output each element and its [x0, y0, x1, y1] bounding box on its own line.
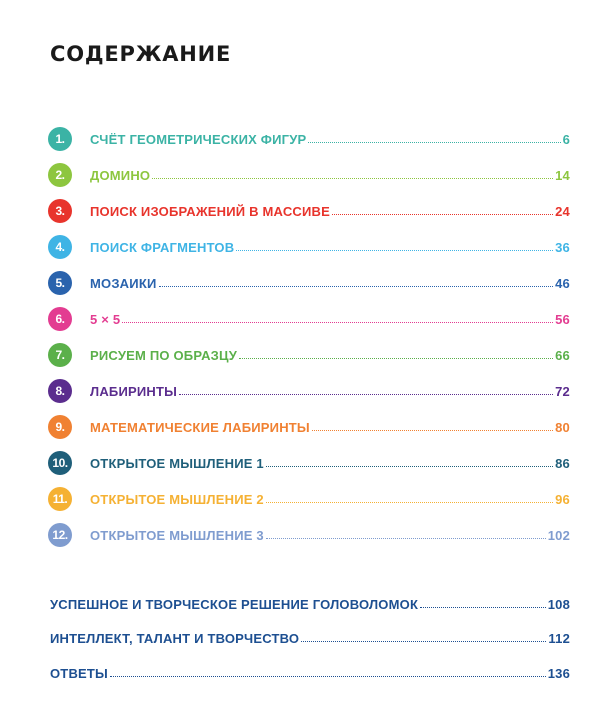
page-number: 24 [555, 203, 570, 219]
toc-entry[interactable]: 9. МАТЕМАТИЧЕСКИЕ ЛАБИРИНТЫ 80 [48, 409, 570, 445]
page-number: 72 [555, 383, 570, 399]
chapter-title: ОТКРЫТОЕ МЫШЛЕНИЕ 2 [90, 491, 264, 507]
chapter-title: ДОМИНО [90, 167, 151, 183]
page-number: 108 [547, 596, 570, 612]
page-number: 136 [547, 665, 570, 681]
chapter-number-badge: 9. [48, 415, 72, 439]
chapter-title: МОЗАИКИ [90, 275, 157, 291]
toc-entry[interactable]: УСПЕШНОЕ И ТВОРЧЕСКОЕ РЕШЕНИЕ ГОЛОВОЛОМО… [50, 587, 570, 622]
chapter-title: РИСУЕМ ПО ОБРАЗЦУ [90, 347, 237, 363]
chapter-title: ПОИСК ИЗОБРАЖЕНИЙ В МАССИВЕ [90, 203, 331, 219]
chapter-title: 5 × 5 [90, 311, 121, 327]
page-number: 96 [555, 491, 570, 507]
chapter-title: СЧЁТ ГЕОМЕТРИЧЕСКИХ ФИГУР [90, 131, 307, 147]
dot-leader [308, 141, 561, 143]
page-number: 56 [555, 311, 570, 327]
page-number: 112 [548, 631, 570, 647]
chapter-title: ЛАБИРИНТЫ [90, 383, 178, 399]
table-of-contents: 1. СЧЁТ ГЕОМЕТРИЧЕСКИХ ФИГУР 6 2. ДОМИНО 14… [48, 121, 570, 553]
chapter-title: ОТКРЫТОЕ МЫШЛЕНИЕ 3 [90, 527, 264, 543]
dot-leader [179, 393, 554, 395]
toc-entry[interactable]: 2. ДОМИНО 14 [48, 157, 570, 193]
dot-leader [332, 213, 554, 215]
dot-leader [236, 249, 554, 251]
dot-leader [239, 357, 554, 359]
toc-entry[interactable]: 3. ПОИСК ИЗОБРАЖЕНИЙ В МАССИВЕ 24 [48, 193, 570, 229]
toc-entry[interactable]: 6. 5 × 5 56 [48, 301, 570, 337]
toc-entry[interactable]: 5. МОЗАИКИ 46 [48, 265, 570, 301]
chapter-number-badge: 10. [48, 451, 72, 475]
section-title: ОТВЕТЫ [50, 665, 108, 681]
dot-leader [311, 429, 554, 431]
page-number: 14 [555, 167, 570, 183]
chapter-number-badge: 2. [48, 163, 72, 187]
section-title: ИНТЕЛЛЕКТ, ТАЛАНТ И ТВОРЧЕСТВО [50, 631, 300, 647]
toc-entry[interactable]: 8. ЛАБИРИНТЫ 72 [48, 373, 570, 409]
chapter-number-badge: 4. [48, 235, 72, 259]
toc-entry[interactable]: 7. РИСУЕМ ПО ОБРАЗЦУ 66 [48, 337, 570, 373]
toc-entry[interactable]: ИНТЕЛЛЕКТ, ТАЛАНТ И ТВОРЧЕСТВО 112 [50, 622, 570, 657]
toc-entry[interactable]: 1. СЧЁТ ГЕОМЕТРИЧЕСКИХ ФИГУР 6 [48, 121, 570, 157]
chapter-number-badge: 6. [48, 307, 72, 331]
dot-leader [265, 537, 546, 539]
toc-entry[interactable]: 10. ОТКРЫТОЕ МЫШЛЕНИЕ 1 86 [48, 445, 570, 481]
dot-leader [265, 501, 554, 503]
chapter-number-badge: 1. [48, 127, 72, 151]
toc-entry[interactable]: 12. ОТКРЫТОЕ МЫШЛЕНИЕ 3 102 [48, 517, 570, 553]
page-number: 102 [547, 527, 570, 543]
toc-entry[interactable]: ОТВЕТЫ 136 [50, 656, 570, 691]
page-number: 86 [555, 455, 570, 471]
dot-leader [420, 606, 546, 608]
dot-leader [158, 285, 554, 287]
page-number: 6 [562, 131, 570, 147]
toc-entry[interactable]: 11. ОТКРЫТОЕ МЫШЛЕНИЕ 2 96 [48, 481, 570, 517]
chapter-number-badge: 12. [48, 523, 72, 547]
chapter-number-badge: 8. [48, 379, 72, 403]
page-number: 80 [555, 419, 570, 435]
chapter-title: ПОИСК ФРАГМЕНТОВ [90, 239, 235, 255]
toc-entry[interactable]: 4. ПОИСК ФРАГМЕНТОВ 36 [48, 229, 570, 265]
dot-leader [109, 675, 546, 677]
dot-leader [265, 465, 554, 467]
dot-leader [152, 177, 554, 179]
chapter-title: ОТКРЫТОЕ МЫШЛЕНИЕ 1 [90, 455, 264, 471]
section-title: УСПЕШНОЕ И ТВОРЧЕСКОЕ РЕШЕНИЕ ГОЛОВОЛОМО… [50, 596, 419, 612]
chapter-number-badge: 7. [48, 343, 72, 367]
chapter-number-badge: 3. [48, 199, 72, 223]
page-number: 36 [555, 239, 570, 255]
page-number: 66 [555, 347, 570, 363]
supplementary-contents: УСПЕШНОЕ И ТВОРЧЕСКОЕ РЕШЕНИЕ ГОЛОВОЛОМО… [50, 587, 570, 691]
page-title: СОДЕРЖАНИЕ [50, 42, 232, 66]
page-number: 46 [555, 275, 570, 291]
dot-leader [301, 641, 547, 643]
chapter-number-badge: 5. [48, 271, 72, 295]
dot-leader [122, 321, 554, 323]
chapter-number-badge: 11. [48, 487, 72, 511]
chapter-title: МАТЕМАТИЧЕСКИЕ ЛАБИРИНТЫ [90, 419, 310, 435]
